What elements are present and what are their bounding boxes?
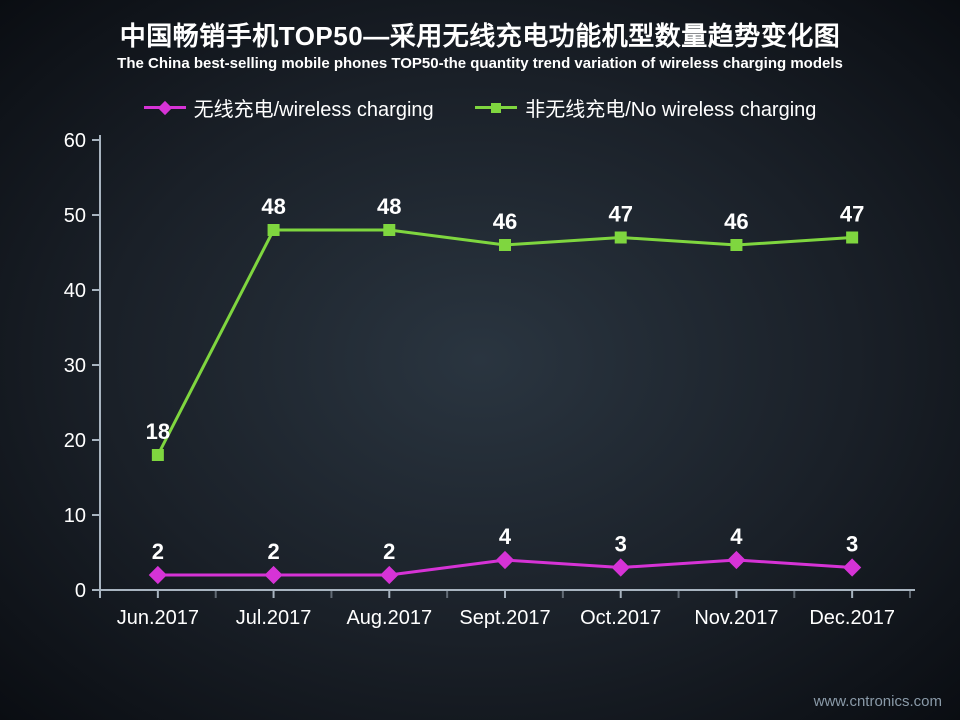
svg-text:Nov.2017: Nov.2017 bbox=[694, 607, 778, 629]
svg-text:40: 40 bbox=[64, 280, 86, 302]
svg-text:2: 2 bbox=[383, 539, 395, 564]
svg-text:4: 4 bbox=[730, 524, 743, 549]
svg-text:60: 60 bbox=[64, 130, 86, 152]
title-english: The China best-selling mobile phones TOP… bbox=[0, 55, 960, 72]
svg-text:Aug.2017: Aug.2017 bbox=[346, 607, 432, 629]
legend-swatch-no-wireless bbox=[475, 106, 517, 109]
chart-title-block: 中国畅销手机TOP50—采用无线充电功能机型数量趋势变化图 The China … bbox=[0, 16, 960, 72]
svg-text:10: 10 bbox=[64, 505, 86, 527]
legend-label-wireless: 无线充电/wireless charging bbox=[194, 93, 434, 122]
legend-item-no-wireless: 非无线充电/No wireless charging bbox=[475, 93, 816, 122]
svg-text:48: 48 bbox=[377, 194, 401, 219]
svg-text:47: 47 bbox=[840, 202, 864, 227]
svg-text:Sept.2017: Sept.2017 bbox=[459, 607, 550, 629]
svg-text:46: 46 bbox=[493, 209, 517, 234]
svg-text:4: 4 bbox=[499, 524, 512, 549]
legend-label-no-wireless: 非无线充电/No wireless charging bbox=[525, 93, 816, 122]
svg-text:0: 0 bbox=[75, 580, 86, 602]
line-chart: 0 10 20 30 40 50 60 Jun.2017 Jul.2017 Aug.2017 Sep… bbox=[50, 130, 920, 650]
svg-text:50: 50 bbox=[64, 205, 86, 227]
title-chinese: 中国畅销手机TOP50—采用无线充电功能机型数量趋势变化图 bbox=[0, 16, 960, 53]
svg-text:48: 48 bbox=[261, 194, 285, 219]
svg-text:Oct.2017: Oct.2017 bbox=[580, 607, 661, 629]
svg-text:Dec.2017: Dec.2017 bbox=[809, 607, 895, 629]
svg-text:46: 46 bbox=[724, 209, 748, 234]
svg-text:30: 30 bbox=[64, 355, 86, 377]
legend-item-wireless: 无线充电/wireless charging bbox=[144, 93, 434, 122]
svg-text:18: 18 bbox=[146, 419, 170, 444]
svg-text:2: 2 bbox=[152, 539, 164, 564]
svg-text:Jul.2017: Jul.2017 bbox=[236, 607, 312, 629]
svg-text:20: 20 bbox=[64, 430, 86, 452]
svg-text:3: 3 bbox=[615, 532, 627, 557]
chart-legend: 无线充电/wireless charging 非无线充电/No wireless… bbox=[0, 92, 960, 122]
svg-text:Jun.2017: Jun.2017 bbox=[117, 607, 199, 629]
watermark-text: www.cntronics.com bbox=[814, 693, 942, 710]
svg-text:2: 2 bbox=[267, 539, 279, 564]
svg-text:47: 47 bbox=[608, 202, 632, 227]
legend-swatch-wireless bbox=[144, 106, 186, 109]
svg-text:3: 3 bbox=[846, 532, 858, 557]
chart-svg: 0 10 20 30 40 50 60 Jun.2017 Jul.2017 Aug.2017 Sep… bbox=[50, 130, 920, 650]
